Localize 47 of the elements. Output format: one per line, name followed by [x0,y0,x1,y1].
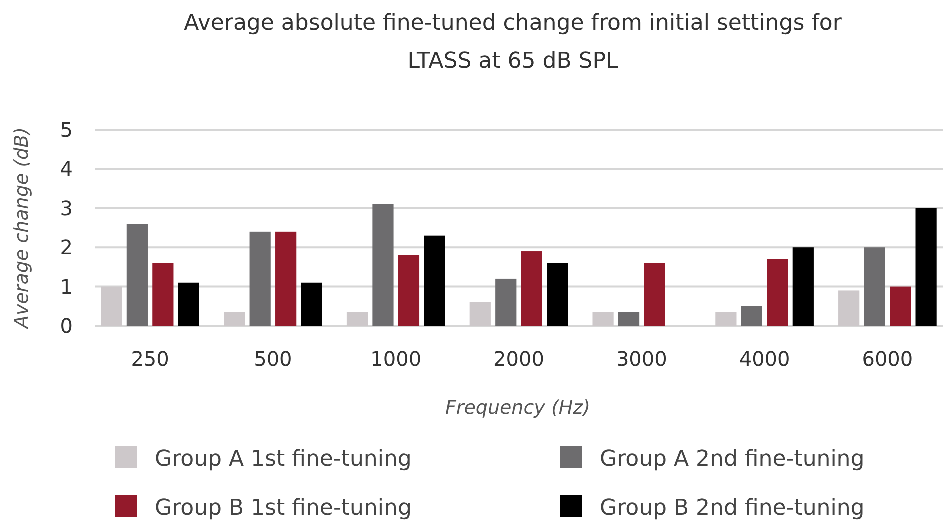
bar [178,282,200,326]
bar [101,286,122,326]
bar [224,312,246,326]
y-tick-label: 4 [60,157,73,182]
y-tick-label: 0 [60,314,73,338]
bar [470,302,491,326]
bar [864,248,886,326]
bar [250,232,271,326]
chart-title: Average absolute fine-tuned change from initial settings for LTASS at 65 dB SPL [184,11,843,74]
bar [592,312,614,326]
bar [767,259,788,326]
x-axis-title: Frequency (Hz) [445,397,591,419]
bar [916,208,937,326]
legend-label: Group B 1st fine-tuning [155,496,412,521]
y-axis-title: Average change (dB) [11,127,33,331]
bar [521,252,542,326]
bar [741,306,762,326]
bar [618,312,640,326]
x-tick-label: 4000 [739,347,790,371]
bar [716,312,737,326]
y-tick-label: 1 [60,274,73,299]
bar [890,286,912,326]
bar [547,263,568,326]
bar [424,236,446,326]
bar [398,255,420,326]
bar [346,312,368,326]
bar [152,263,174,326]
y-tick-label: 5 [60,118,73,142]
legend-label: Group A 1st fine-tuning [155,447,412,472]
bar [644,263,666,326]
legend-label: Group B 2nd fine-tuning [600,496,865,521]
x-tick-label: 2000 [494,347,544,371]
bar [301,282,322,326]
bar [496,278,517,326]
bar [276,232,297,326]
y-tick-label: 3 [60,196,73,220]
bar [372,204,394,326]
bar [792,248,814,326]
bar [838,290,860,326]
x-tick-label: 3000 [616,347,668,371]
x-tick-label: 250 [131,347,170,371]
bar [126,224,148,326]
x-tick-label: 500 [254,347,292,371]
y-tick-label: 2 [60,236,73,260]
x-tick-label: 1000 [370,347,422,371]
x-tick-label: 6000 [862,347,914,371]
legend-label: Group A 2nd fine-tuning [600,447,865,472]
